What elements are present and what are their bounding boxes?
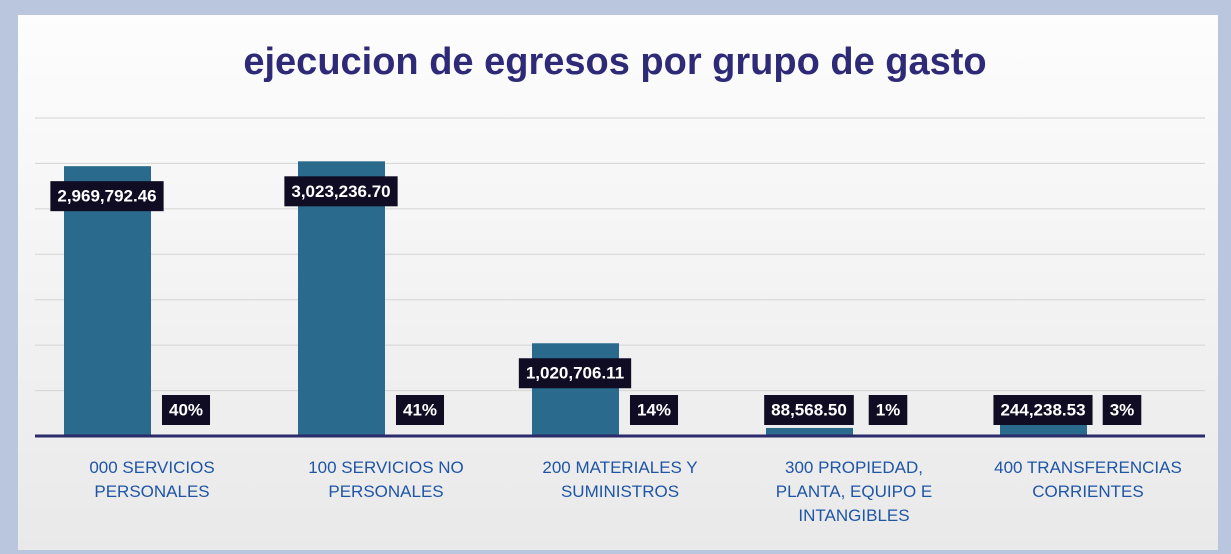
x-tick-label: 000 SERVICIOS PERSONALES: [89, 458, 215, 501]
value-label-box: [764, 395, 854, 425]
x-tick-label: 400 TRANSFERENCIAS CORRIENTES: [994, 458, 1182, 501]
percent-label-box: [395, 395, 445, 425]
value-label-box: [518, 358, 632, 389]
percent-label-box: [161, 395, 211, 425]
value-label-box: [993, 395, 1093, 425]
percent-label: 40%: [169, 400, 203, 419]
percent-label-box: [868, 395, 908, 425]
bar: [532, 343, 619, 436]
value-label: 244,238.53: [1000, 400, 1085, 419]
percent-label-box: [1102, 395, 1142, 425]
value-label: 1,020,706.11: [526, 364, 624, 383]
bar: [766, 427, 853, 436]
percent-label-box: [629, 395, 679, 425]
x-tick-label: 200 MATERIALES Y SUMINISTROS: [542, 458, 698, 501]
percent-label: 1%: [876, 400, 901, 419]
chart-panel: [18, 15, 1218, 550]
chart-title: ejecucion de egresos por grupo de gasto: [243, 41, 986, 83]
x-tick-label: 300 PROPIEDAD, PLANTA, EQUIPO E INTANGIB…: [775, 458, 933, 525]
x-tick-label: 100 SERVICIOS NO PERSONALES: [308, 458, 464, 501]
percent-label: 3%: [1110, 400, 1135, 419]
value-label: 2,969,792.46: [57, 187, 156, 206]
bar: [298, 161, 385, 436]
percent-label: 41%: [403, 400, 437, 419]
value-label-box: [50, 181, 164, 212]
value-label: 3,023,236.70: [291, 182, 390, 201]
value-label: 88,568.50: [771, 400, 847, 419]
value-label-box: [284, 176, 398, 207]
percent-label: 14%: [637, 400, 671, 419]
